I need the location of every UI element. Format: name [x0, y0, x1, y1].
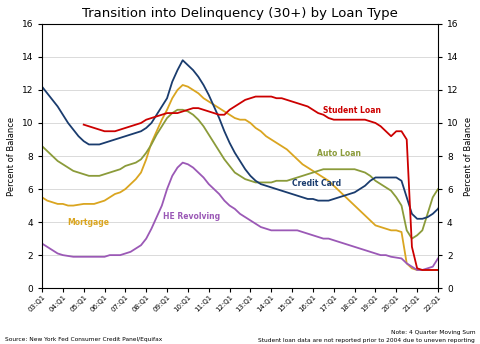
Text: Credit Card: Credit Card — [292, 179, 341, 188]
Title: Transition into Delinquency (30+) by Loan Type: Transition into Delinquency (30+) by Loa… — [82, 7, 398, 20]
Y-axis label: Percent of Balance: Percent of Balance — [7, 117, 16, 196]
Text: Auto Loan: Auto Loan — [317, 149, 361, 158]
Text: Source: New York Fed Consumer Credit Panel/Equifax: Source: New York Fed Consumer Credit Pan… — [5, 337, 162, 342]
Y-axis label: Percent of Balance: Percent of Balance — [464, 117, 473, 196]
Text: Student Loan: Student Loan — [324, 106, 381, 115]
Text: HE Revolving: HE Revolving — [163, 212, 220, 221]
Text: Mortgage: Mortgage — [67, 218, 109, 227]
Text: Student loan data are not reported prior to 2004 due to uneven reporting: Student loan data are not reported prior… — [258, 338, 475, 343]
Text: Note: 4 Quarter Moving Sum: Note: 4 Quarter Moving Sum — [391, 330, 475, 335]
